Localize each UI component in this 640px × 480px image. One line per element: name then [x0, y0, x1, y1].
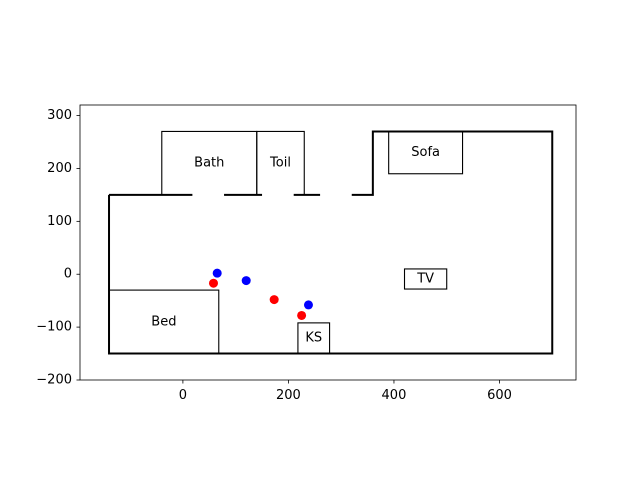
point-layer — [208, 268, 313, 320]
room-label-toil: Toil — [269, 156, 291, 171]
y-tick-label: 0 — [64, 267, 72, 282]
room-layer: Bath Toil Sofa TV Bed KS — [108, 130, 464, 355]
data-point-s2-2 — [269, 295, 279, 305]
room-label-sofa: Sofa — [411, 145, 440, 160]
x-tick-label: 200 — [276, 388, 301, 403]
floor-outline-layer — [108, 130, 554, 355]
x-tick-label: 0 — [179, 388, 187, 403]
y-tick-label: −100 — [36, 320, 72, 335]
room-label-bed: Bed — [151, 314, 176, 329]
x-tick-label: 600 — [487, 388, 512, 403]
y-tick-label: 300 — [47, 108, 72, 123]
data-point-s1-2 — [241, 276, 251, 286]
y-tick-label: 100 — [47, 214, 72, 229]
data-point-s2-3 — [297, 310, 307, 320]
data-point-s1-1 — [212, 268, 222, 278]
room-box-tv — [403, 268, 448, 290]
data-point-s2-1 — [208, 278, 218, 288]
axes-frame — [79, 104, 577, 381]
y-tick-label: −200 — [36, 373, 72, 388]
floor-outline — [108, 130, 554, 355]
data-point-s1-3 — [303, 300, 313, 310]
room-label-ks: KS — [305, 331, 322, 346]
x-tick-label: 400 — [382, 388, 407, 403]
room-label-tv: TV — [416, 271, 434, 286]
y-tick-label: 200 — [47, 161, 72, 176]
axis-ticks: 0 200 400 600 −200 −100 0 100 200 300 — [36, 108, 512, 403]
room-label-bath: Bath — [194, 156, 224, 171]
